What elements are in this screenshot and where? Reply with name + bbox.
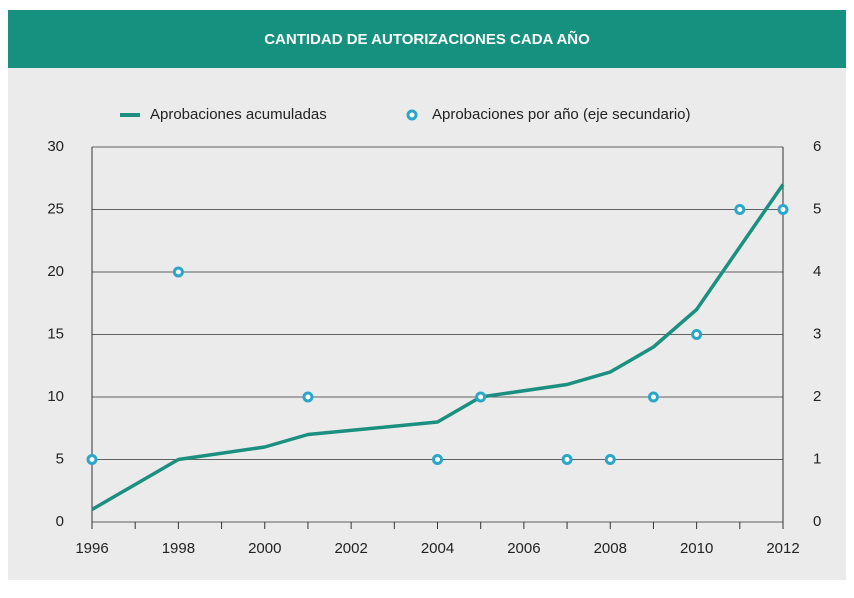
data-point (86, 454, 98, 465)
y2-tick-label: 4 (813, 263, 821, 280)
header-bar (8, 10, 846, 68)
legend-swatch (406, 109, 418, 121)
y-tick-label: 5 (56, 450, 64, 467)
data-point (604, 454, 616, 465)
x-tick-label: 2000 (248, 540, 281, 557)
y2-tick-label: 6 (813, 138, 821, 155)
data-point (691, 329, 703, 340)
x-tick-label: 2010 (680, 540, 713, 557)
data-point (647, 391, 659, 403)
y-tick-label: 20 (47, 263, 64, 280)
y2-tick-label: 5 (813, 200, 821, 217)
y-tick-label: 15 (47, 325, 64, 342)
data-point (172, 266, 184, 278)
y-tick-label: 10 (47, 388, 64, 405)
x-tick-label: 1998 (162, 540, 195, 557)
data-point (734, 204, 746, 215)
data-point (561, 454, 573, 465)
data-point (432, 454, 443, 465)
y2-tick-label: 3 (813, 325, 821, 342)
x-tick-label: 2004 (421, 540, 454, 557)
chart-background (8, 68, 846, 580)
chart-title: CANTIDAD DE AUTORIZACIONES CADA AÑO (264, 30, 590, 48)
x-tick-label: 2002 (334, 540, 367, 557)
data-point (475, 391, 487, 403)
y-tick-label: 25 (47, 200, 64, 217)
y2-tick-label: 2 (813, 388, 821, 405)
legend-label: Aprobaciones por año (eje secundario) (432, 106, 691, 123)
data-line (91, 183, 785, 512)
y-tick-label: 30 (47, 138, 64, 155)
data-point (777, 204, 789, 215)
data-point (302, 391, 314, 403)
x-tick-label: 1996 (75, 540, 108, 557)
x-tick-label: 2008 (594, 540, 627, 557)
x-tick-label: 2006 (507, 540, 540, 557)
y-tick-label: 0 (56, 513, 64, 530)
x-tick-label: 2012 (766, 540, 799, 557)
legend-label: Aprobaciones acumuladas (150, 106, 327, 123)
y2-tick-label: 1 (813, 450, 821, 467)
y2-tick-label: 0 (813, 513, 821, 530)
